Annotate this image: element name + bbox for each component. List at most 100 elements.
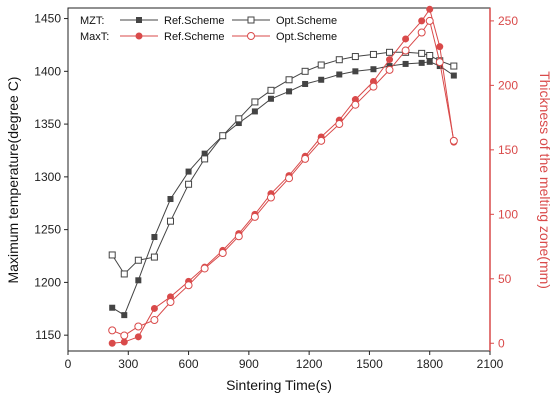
data-point (167, 196, 174, 203)
y2-tick-label: 150 (498, 143, 518, 157)
y-tick-label: 1450 (34, 12, 61, 26)
data-point (386, 48, 394, 56)
data-point (418, 17, 426, 25)
y2-tick-label: 250 (498, 14, 518, 28)
data-point (336, 71, 343, 78)
series-line (111, 51, 454, 275)
data-point (450, 62, 458, 70)
legend-group-title-mzt: MZT: (80, 15, 104, 27)
data-point (285, 76, 293, 84)
x-tick-label: 1500 (356, 357, 383, 371)
data-point (150, 304, 158, 312)
data-point (402, 35, 410, 43)
data-point (267, 86, 275, 94)
data-point (134, 322, 143, 331)
data-point (418, 49, 426, 57)
data-point (108, 326, 117, 335)
x-tick-label: 1200 (296, 357, 323, 371)
data-point (250, 212, 259, 221)
data-point (266, 193, 275, 202)
series-maxt-opt (108, 16, 458, 340)
data-point (426, 51, 434, 59)
legend-entry-maxt-opt: Opt.Scheme (276, 31, 337, 43)
data-point (135, 277, 142, 284)
data-point (120, 270, 128, 278)
data-point (450, 72, 457, 79)
data-point (369, 82, 378, 91)
data-point (134, 333, 142, 341)
y-tick-label: 1300 (34, 170, 61, 184)
x-tick-label: 600 (179, 357, 199, 371)
data-point (201, 155, 209, 163)
y-tick-label: 1400 (34, 64, 61, 78)
data-point (426, 58, 433, 65)
data-point (436, 43, 444, 51)
legend-marker-maxt-opt (247, 32, 255, 40)
series-line (111, 61, 455, 316)
data-point (286, 88, 293, 95)
data-point (335, 56, 343, 64)
legend-entry-maxt-ref: Ref.Scheme (164, 31, 225, 43)
legend-group-title-maxt: MaxT: (80, 31, 109, 43)
data-point (352, 68, 359, 75)
y2-axis-title: Thickness of the melting zone(mm) (537, 71, 550, 289)
data-point (351, 53, 359, 61)
data-point (385, 65, 394, 74)
data-point (166, 298, 175, 306)
series-line (112, 19, 455, 337)
data-point (151, 234, 158, 241)
data-point (418, 59, 425, 66)
x-tick-label: 1800 (416, 357, 443, 371)
series-layer (108, 5, 458, 347)
data-point (109, 304, 116, 311)
data-point (108, 251, 116, 259)
x-tick-label: 0 (65, 357, 72, 371)
data-point (120, 331, 129, 340)
data-point (301, 67, 309, 75)
data-point (251, 98, 259, 106)
data-point (369, 50, 377, 58)
y-axis-title: Maximum temperature(degree C) (5, 77, 21, 284)
data-point (108, 339, 116, 347)
data-point (318, 76, 325, 83)
data-point (426, 5, 434, 13)
data-point (267, 95, 274, 102)
y-tick-label: 1150 (35, 328, 61, 342)
data-point (285, 174, 294, 183)
legend-marker-maxt-ref (135, 32, 143, 40)
data-point (370, 66, 377, 73)
series-line (112, 8, 455, 344)
data-point (449, 136, 458, 145)
data-point (386, 56, 394, 64)
data-point (120, 338, 128, 346)
series-mzt-ref (109, 58, 457, 319)
data-point (401, 46, 410, 55)
data-point (425, 16, 434, 25)
legend: MZT: Ref.Scheme Opt.Scheme MaxT: Ref.Sch… (80, 15, 337, 43)
x-tick-label: 900 (239, 357, 259, 371)
legend-entry-mzt-opt: Opt.Scheme (276, 15, 337, 27)
data-point (166, 217, 174, 225)
x-tick-label: 300 (118, 357, 138, 371)
data-point (218, 249, 227, 257)
x-axis-title: Sintering Time(s) (226, 377, 332, 393)
data-point (435, 58, 444, 67)
data-point (301, 154, 310, 163)
data-point (317, 61, 325, 69)
data-point (134, 256, 142, 264)
axis-ticks: 0 300 600 900 1200 1500 1800 210011501200125013… (34, 12, 518, 371)
data-point (351, 100, 360, 109)
data-point (417, 28, 426, 37)
series-maxt-ref (108, 5, 458, 347)
data-point (185, 180, 193, 188)
legend-marker-mzt-ref (136, 17, 142, 23)
y2-tick-label: 200 (498, 78, 518, 92)
data-point (150, 253, 158, 261)
y-tick-label: 1250 (34, 223, 61, 237)
data-point (184, 281, 193, 290)
data-point (402, 60, 409, 67)
y2-tick-label: 0 (498, 336, 505, 350)
data-point (200, 264, 209, 273)
y2-tick-label: 100 (498, 207, 518, 221)
